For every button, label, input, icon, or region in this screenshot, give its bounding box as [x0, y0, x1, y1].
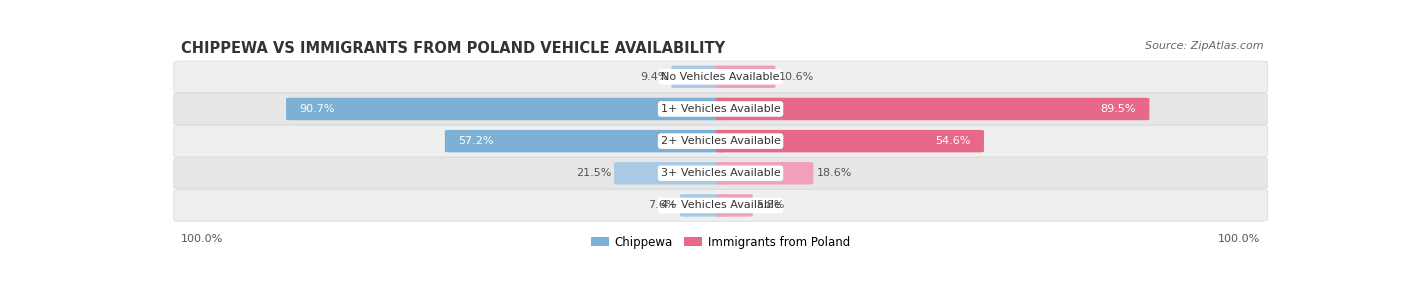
FancyBboxPatch shape [174, 125, 1267, 157]
Text: 57.2%: 57.2% [458, 136, 494, 146]
Text: 9.4%: 9.4% [640, 72, 668, 82]
Legend: Chippewa, Immigrants from Poland: Chippewa, Immigrants from Poland [591, 236, 851, 249]
FancyBboxPatch shape [716, 65, 775, 88]
Text: 18.6%: 18.6% [817, 168, 852, 178]
Text: 2+ Vehicles Available: 2+ Vehicles Available [661, 136, 780, 146]
Text: 10.6%: 10.6% [779, 72, 814, 82]
Text: 54.6%: 54.6% [935, 136, 970, 146]
Text: 90.7%: 90.7% [299, 104, 335, 114]
FancyBboxPatch shape [716, 98, 1149, 120]
Text: 1+ Vehicles Available: 1+ Vehicles Available [661, 104, 780, 114]
FancyBboxPatch shape [614, 162, 725, 184]
Text: No Vehicles Available: No Vehicles Available [661, 72, 780, 82]
Text: CHIPPEWA VS IMMIGRANTS FROM POLAND VEHICLE AVAILABILITY: CHIPPEWA VS IMMIGRANTS FROM POLAND VEHIC… [181, 41, 725, 56]
Text: 7.6%: 7.6% [648, 200, 676, 210]
Text: 100.0%: 100.0% [181, 234, 224, 244]
FancyBboxPatch shape [444, 130, 725, 152]
FancyBboxPatch shape [716, 130, 984, 152]
FancyBboxPatch shape [285, 98, 725, 120]
Text: 21.5%: 21.5% [575, 168, 612, 178]
Text: 89.5%: 89.5% [1101, 104, 1136, 114]
Text: 4+ Vehicles Available: 4+ Vehicles Available [661, 200, 780, 210]
FancyBboxPatch shape [681, 194, 725, 217]
Text: 3+ Vehicles Available: 3+ Vehicles Available [661, 168, 780, 178]
Text: 100.0%: 100.0% [1218, 234, 1260, 244]
FancyBboxPatch shape [672, 65, 725, 88]
FancyBboxPatch shape [174, 61, 1267, 93]
FancyBboxPatch shape [716, 194, 752, 217]
FancyBboxPatch shape [174, 158, 1267, 189]
Text: 5.8%: 5.8% [755, 200, 785, 210]
FancyBboxPatch shape [174, 190, 1267, 221]
FancyBboxPatch shape [174, 93, 1267, 125]
Text: Source: ZipAtlas.com: Source: ZipAtlas.com [1144, 41, 1263, 51]
FancyBboxPatch shape [716, 162, 813, 184]
